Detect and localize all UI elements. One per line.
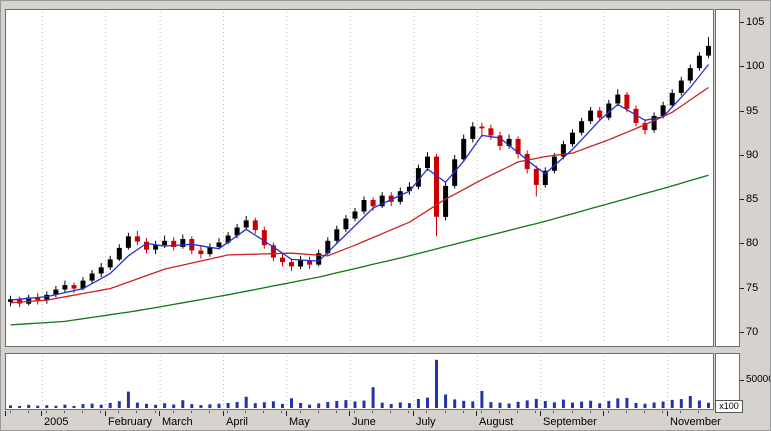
month-label: September — [543, 416, 597, 428]
month-tick — [286, 411, 287, 416]
month-label: March — [162, 416, 193, 428]
price-tick-label: 80 — [746, 237, 759, 249]
month-label: August — [479, 416, 514, 428]
month-label: June — [352, 416, 376, 428]
price-tick-label: 100 — [746, 60, 765, 72]
month-tick — [476, 411, 477, 416]
month-tick — [413, 411, 414, 416]
volume-chart-canvas[interactable] — [6, 354, 713, 409]
minor-tick — [535, 411, 536, 413]
minor-tick — [245, 411, 246, 413]
month-tick — [349, 411, 350, 416]
volume-series — [9, 356, 710, 408]
price-tick-mark — [740, 288, 744, 289]
volume-multiplier-box: x100 — [715, 400, 743, 413]
minor-tick — [644, 411, 645, 413]
minor-tick — [191, 411, 192, 413]
minor-tick — [209, 411, 210, 413]
right-spacer-panel-top — [715, 9, 740, 347]
minor-tick — [10, 411, 11, 413]
month-label: November — [670, 416, 721, 428]
price-tick-mark — [740, 199, 744, 200]
minor-tick — [499, 411, 500, 413]
minor-tick — [354, 411, 355, 413]
minor-tick — [463, 411, 464, 413]
minor-tick — [590, 411, 591, 413]
minor-tick — [300, 411, 301, 413]
month-tick — [667, 411, 668, 416]
minor-tick — [445, 411, 446, 413]
price-tick-mark — [740, 22, 744, 23]
minor-tick — [281, 411, 282, 413]
month-tick — [105, 411, 106, 416]
minor-tick — [46, 411, 47, 413]
minor-tick — [82, 411, 83, 413]
month-label: February — [108, 416, 153, 428]
volume-tick-label: 50000 — [746, 374, 770, 385]
minor-tick — [136, 411, 137, 413]
month-label: May — [289, 416, 310, 428]
minor-tick — [173, 411, 174, 413]
price-tick-mark — [740, 66, 744, 67]
month-tick — [159, 411, 160, 416]
month-label: July — [416, 416, 436, 428]
short-moving-average-line — [10, 64, 710, 301]
price-tick-mark — [740, 243, 744, 244]
minor-tick — [390, 411, 391, 413]
minor-tick — [698, 411, 699, 413]
month-tick — [540, 411, 541, 416]
volume-panel — [5, 353, 714, 410]
minor-tick — [118, 411, 119, 413]
minor-tick — [100, 411, 101, 413]
minor-tick — [553, 411, 554, 413]
price-chart-canvas[interactable] — [6, 10, 713, 346]
minor-tick — [227, 411, 228, 413]
minor-tick — [680, 411, 681, 413]
minor-tick — [263, 411, 264, 413]
price-tick-label: 90 — [746, 149, 759, 161]
minor-tick — [155, 411, 156, 413]
mid-moving-average-line — [10, 86, 709, 304]
month-tick — [41, 411, 42, 416]
month-label: 2005 — [44, 416, 69, 428]
price-tick-mark — [740, 111, 744, 112]
time-axis: 2005 February March April May June July August S… — [5, 411, 740, 430]
minor-tick — [64, 411, 65, 413]
minor-tick — [372, 411, 373, 413]
price-tick-label: 95 — [746, 105, 759, 117]
minor-tick — [481, 411, 482, 413]
price-tick-mark — [740, 155, 744, 156]
minor-tick — [662, 411, 663, 413]
price-tick-label: 105 — [746, 16, 765, 28]
price-tick-mark — [740, 332, 744, 333]
month-tick — [223, 411, 224, 416]
month-tick — [5, 411, 6, 416]
minor-tick — [408, 411, 409, 413]
volume-tick-mark — [740, 380, 744, 381]
minor-tick — [336, 411, 337, 413]
month-tick — [603, 411, 604, 416]
month-label: April — [226, 416, 249, 428]
price-panel — [5, 9, 714, 347]
volume-multiplier-label: x100 — [719, 401, 739, 411]
candlestick-series — [8, 37, 711, 308]
minor-tick — [572, 411, 573, 413]
minor-tick — [28, 411, 29, 413]
price-tick-label: 70 — [746, 326, 759, 338]
minor-tick — [426, 411, 427, 413]
long-moving-average-line — [10, 174, 709, 326]
price-tick-label: 85 — [746, 193, 759, 205]
minor-tick — [608, 411, 609, 413]
price-tick-label: 75 — [746, 282, 759, 294]
minor-tick — [517, 411, 518, 413]
minor-tick — [318, 411, 319, 413]
minor-tick — [626, 411, 627, 413]
